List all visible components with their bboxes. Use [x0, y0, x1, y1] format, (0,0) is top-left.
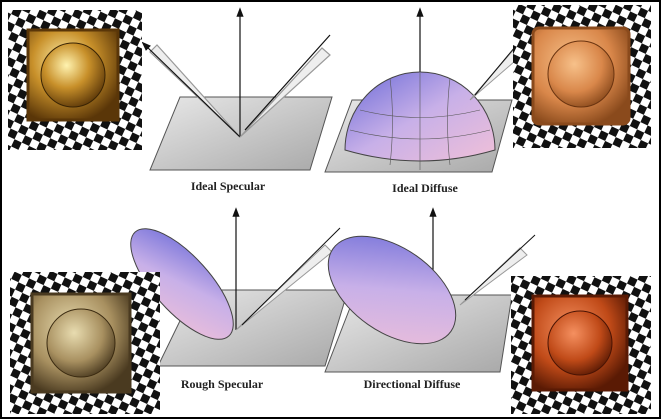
brdf-diagram: Ideal Specular Ideal Diffuse Rough Specu…: [0, 0, 661, 419]
label: Rough Specular: [181, 377, 264, 391]
render-gold: [8, 10, 142, 150]
page: Ideal Specular Ideal Diffuse Rough Specu…: [0, 0, 661, 419]
label: Ideal Specular: [191, 179, 266, 193]
render-rust: [511, 276, 651, 414]
label: Directional Diffuse: [364, 377, 461, 391]
render-brass: [10, 272, 160, 414]
label: Ideal Diffuse: [392, 181, 458, 195]
render-orange: [513, 5, 651, 148]
